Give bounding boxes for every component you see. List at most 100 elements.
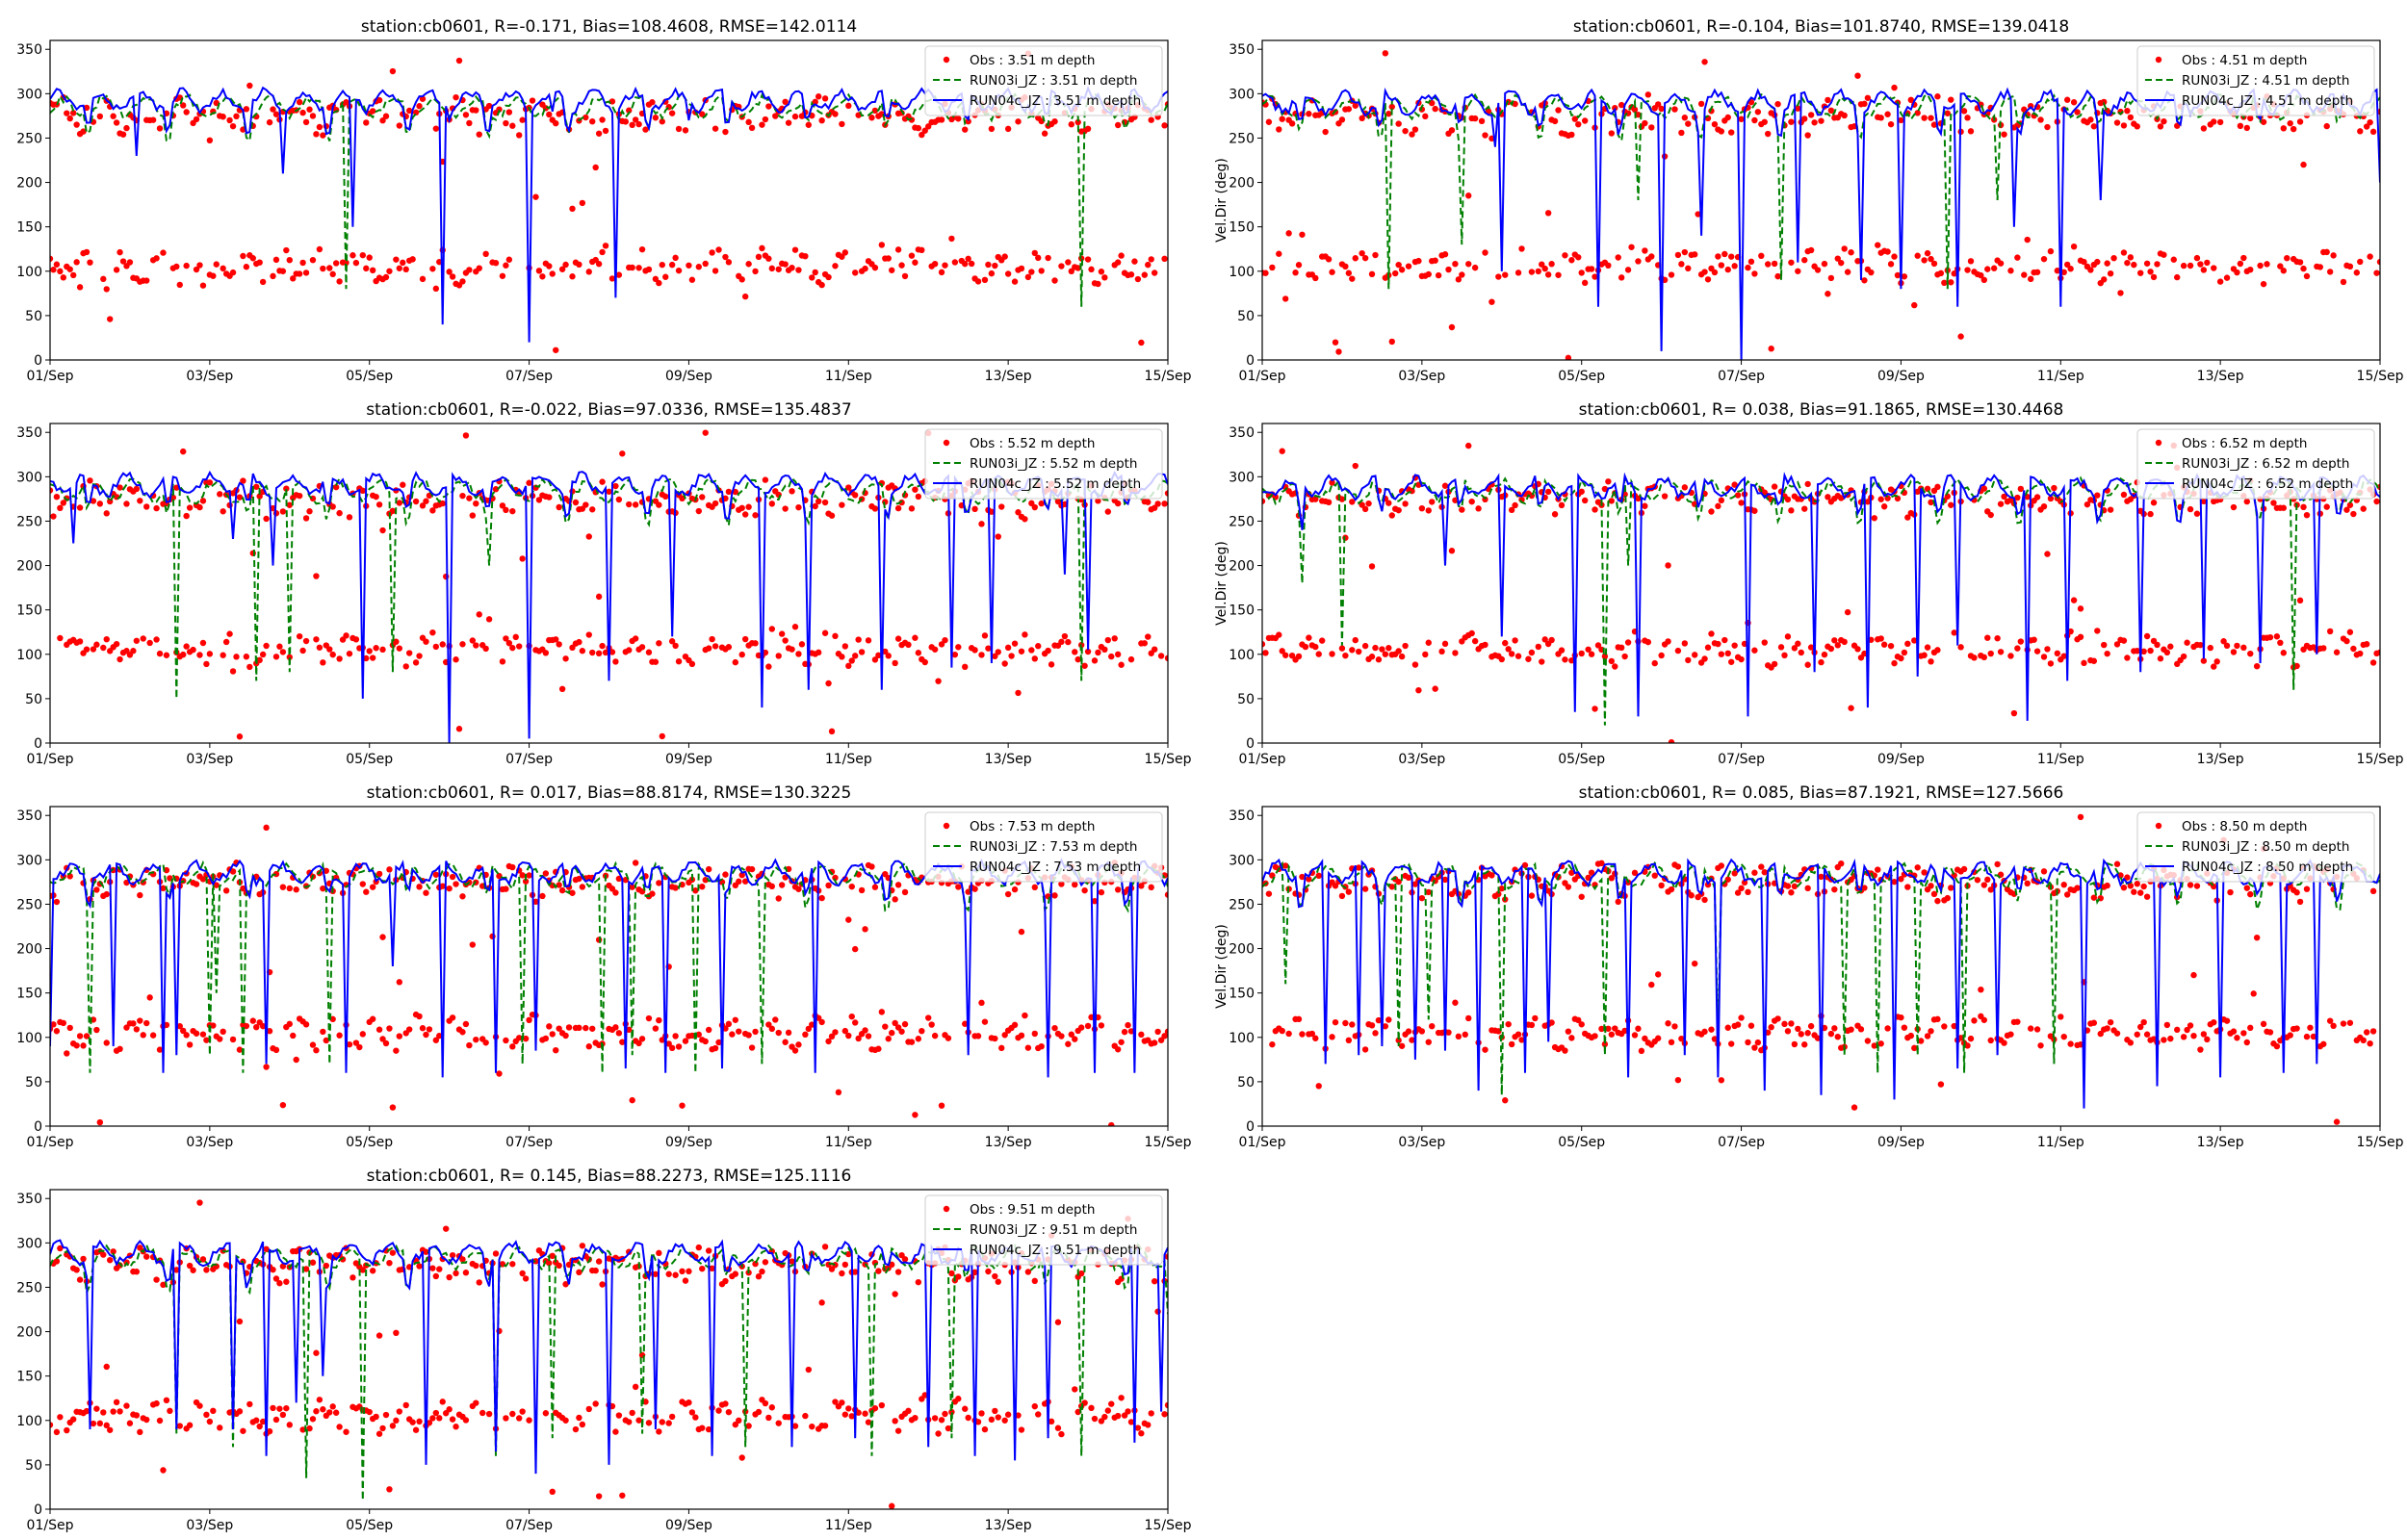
obs-point [1098,1418,1105,1424]
obs-point [93,1405,100,1412]
obs-point [2154,641,2161,649]
obs-point [2360,505,2367,512]
obs-point [1502,639,1509,647]
obs-point [2277,639,2284,647]
obs-point [2047,495,2055,502]
obs-point [2200,657,2208,664]
obs-point [183,262,190,270]
obs-point [1024,273,1032,281]
obs-point [240,1427,246,1434]
obs-point [1164,891,1168,898]
obs-point [1285,230,1292,237]
obs-point [2107,506,2114,513]
obs-point [809,274,815,281]
obs-point [2167,1035,2174,1042]
x-tick-label: 07/Sep [1718,752,1765,767]
obs-point [738,276,745,283]
obs-point [682,1038,689,1044]
obs-point [2243,1039,2250,1046]
obs-point [1332,1018,1339,1026]
obs-point [1957,1035,1964,1041]
obs-point [1081,662,1088,669]
obs-point [1838,495,1845,501]
obs-point [1164,654,1168,662]
obs-point [1127,1028,1135,1035]
obs-point [339,636,347,643]
obs-point [346,650,353,657]
obs-point [412,659,420,666]
obs-point [915,1036,922,1042]
obs-point [396,645,403,652]
obs-point [489,933,496,940]
obs-point [279,884,287,890]
obs-point [832,632,839,640]
obs-point [290,275,297,282]
obs-point [1134,1424,1142,1431]
obs-point [1691,251,1698,258]
obs-point [1425,639,1432,646]
obs-point [462,432,470,439]
obs-point [2147,510,2154,518]
obs-point [2094,258,2101,266]
obs-point [119,131,127,138]
obs-point [286,654,293,660]
plot-area [50,824,1168,1126]
obs-point [1528,1021,1536,1029]
obs-point [1887,642,1895,650]
obs-point [1088,1404,1095,1412]
obs-point [642,126,649,133]
obs-point [1015,1412,1022,1419]
obs-point [2087,116,2094,123]
obs-point [359,1267,367,1273]
obs-point [818,894,825,902]
obs-point [1411,661,1419,668]
obs-point [1541,265,1548,272]
obs-point [2124,259,2131,267]
obs-point [835,1089,842,1096]
obs-point [931,646,939,653]
obs-point [1891,659,1898,667]
obs-point [220,652,226,658]
x-tick-label: 11/Sep [825,752,872,767]
obs-point [73,1042,80,1049]
obs-point [482,250,489,258]
obs-point [1924,249,1931,257]
obs-point [1011,1021,1019,1029]
obs-point [1718,497,1725,504]
obs-point [556,641,562,648]
obs-point [2353,270,2361,276]
obs-point [492,1250,500,1257]
obs-point [2293,1025,2300,1032]
obs-point [699,1265,706,1272]
obs-point [1848,705,1854,711]
obs-point [2044,123,2051,131]
obs-point [898,1028,905,1035]
obs-point [439,500,446,507]
obs-point [439,246,446,254]
obs-point [878,1009,886,1015]
obs-point [1751,869,1758,876]
obs-point [1508,651,1515,657]
obs-point [755,1273,763,1280]
obs-point [1161,122,1168,129]
obs-point [775,1420,782,1426]
obs-point [1721,250,1728,258]
obs-point [921,658,928,666]
x-tick-label: 09/Sep [1877,1135,1925,1150]
obs-point [1924,644,1931,651]
obs-point [715,1039,722,1046]
obs-point [1558,647,1566,654]
obs-point [1765,130,1772,138]
obs-point [585,1405,592,1413]
obs-point [785,119,792,126]
obs-point [2357,128,2364,135]
obs-point [1138,1430,1145,1437]
obs-point [576,1414,582,1422]
obs-point [1262,498,1266,504]
obs-point [1452,999,1459,1006]
obs-point [1592,1033,1598,1040]
obs-point [313,131,320,138]
obs-point [1854,72,1861,79]
obs-point [249,255,256,262]
